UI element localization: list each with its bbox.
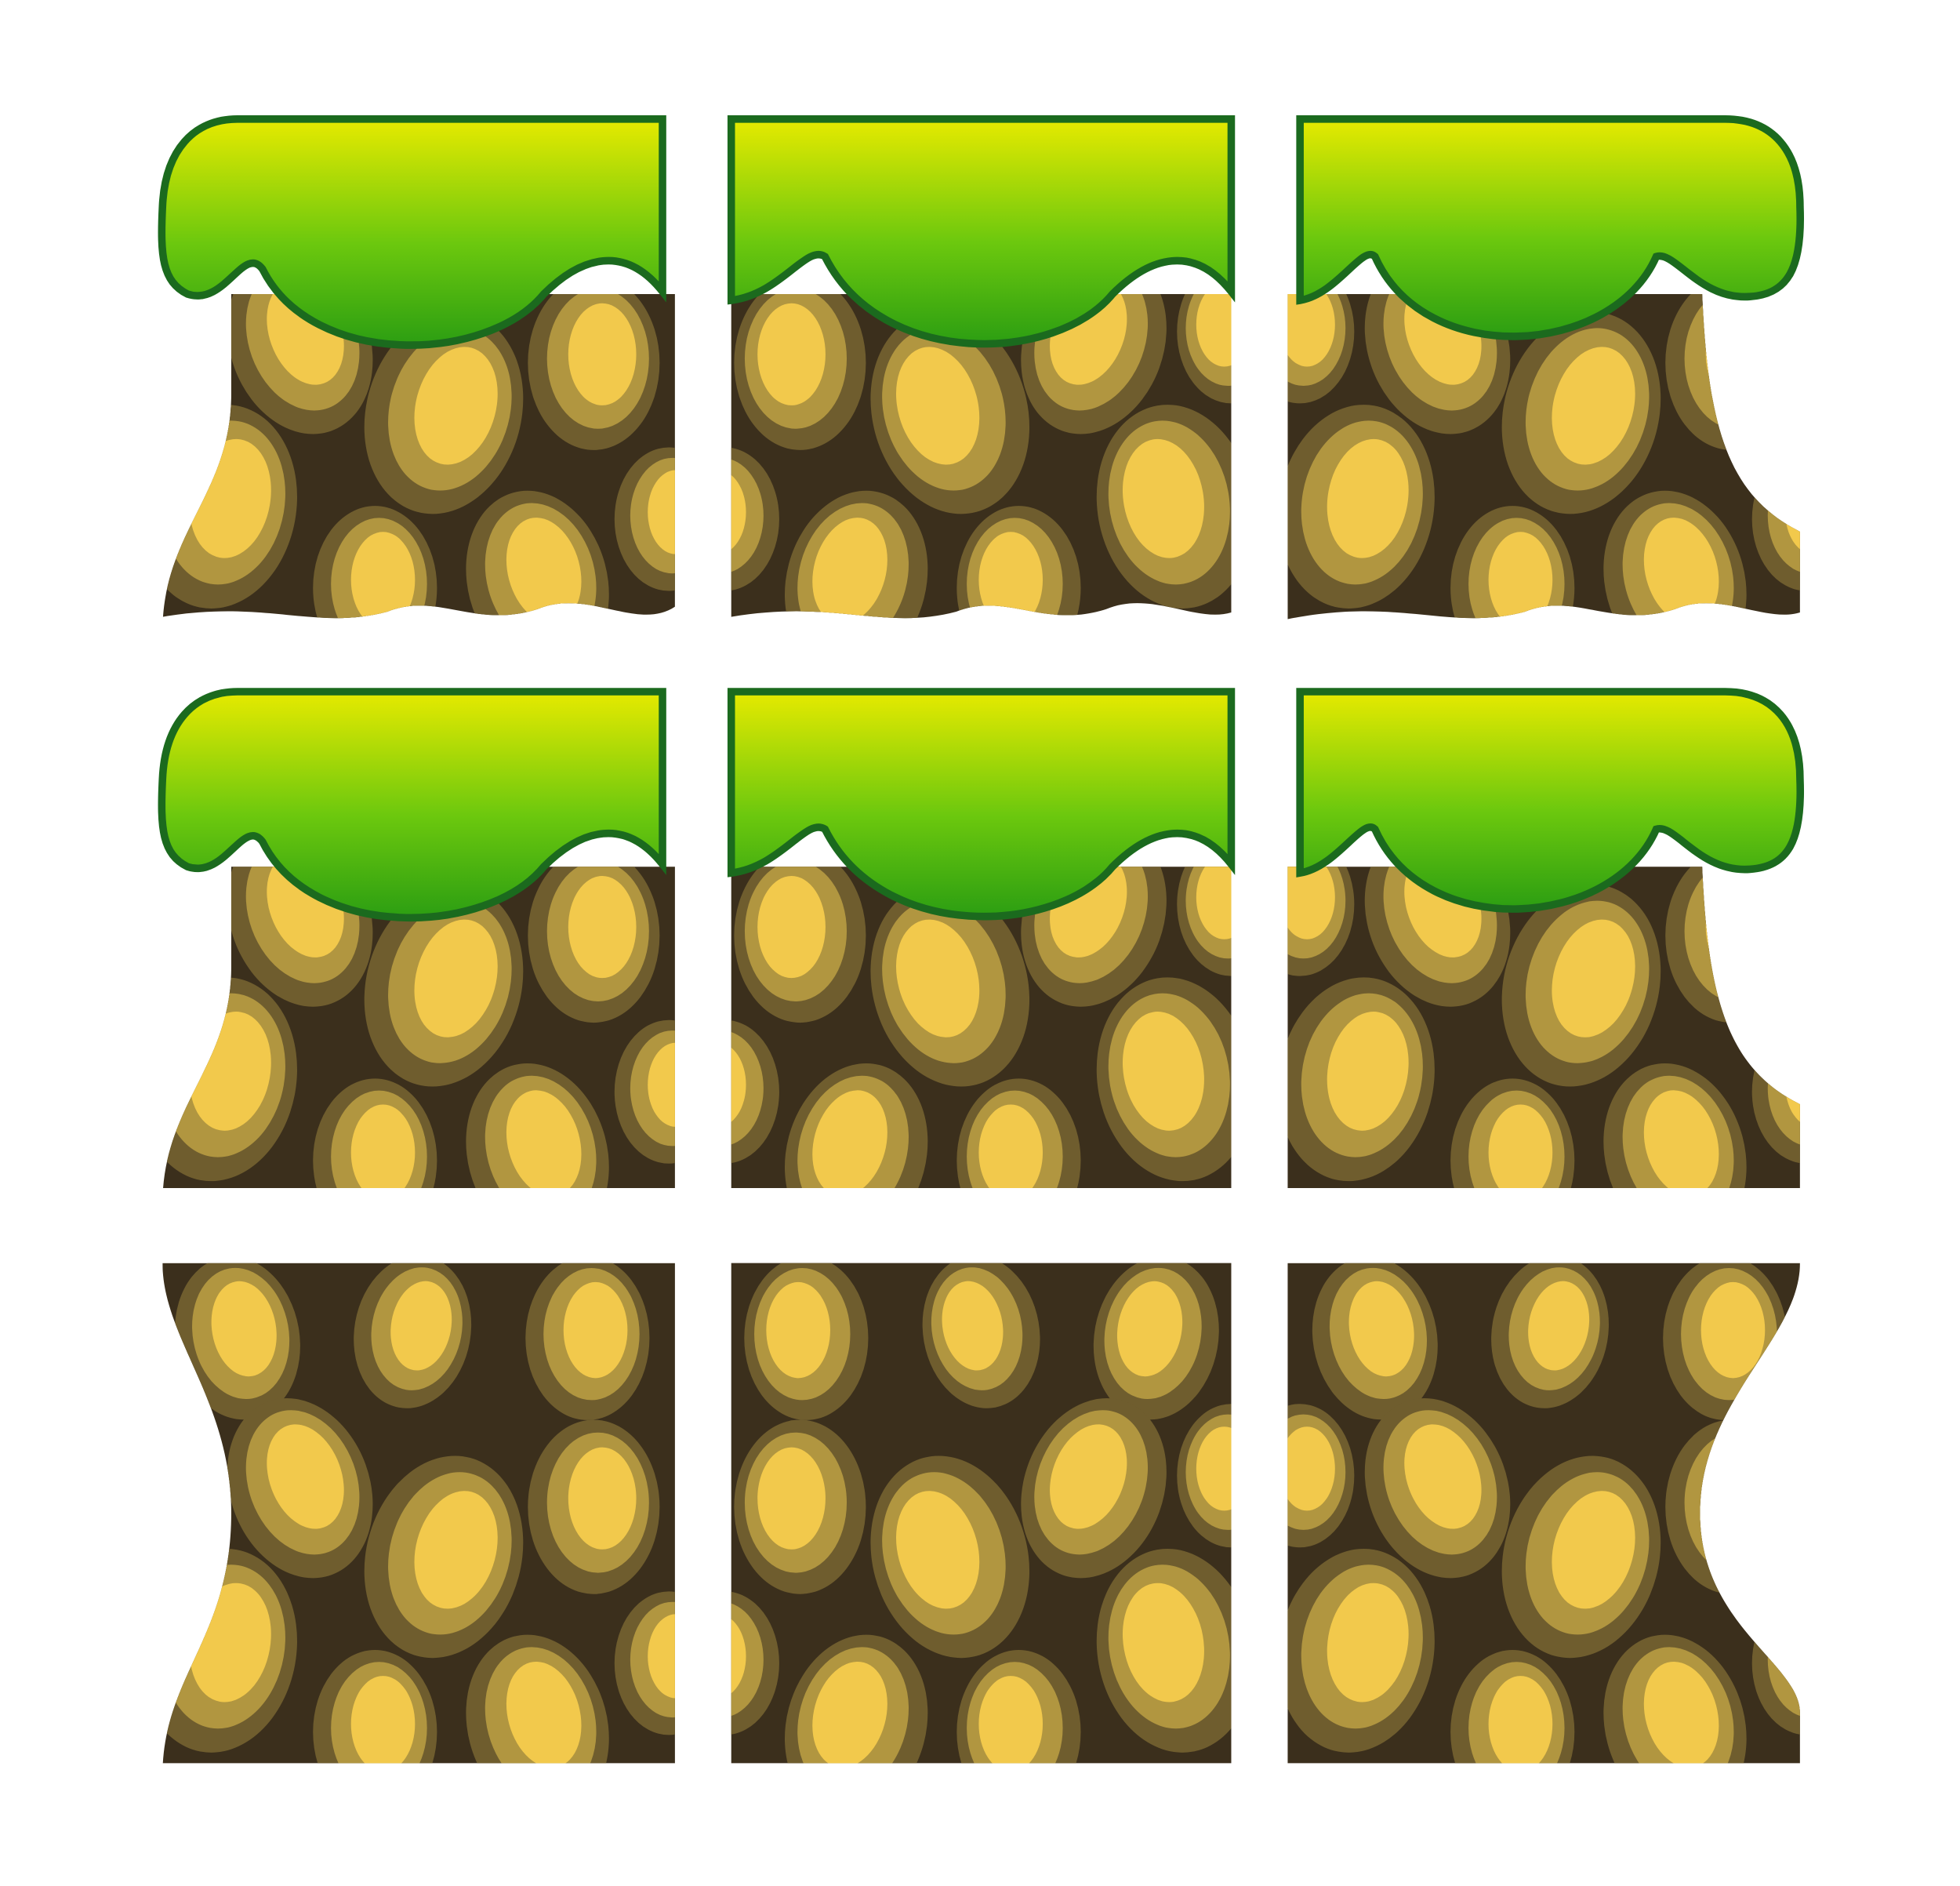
tile-bottom-center [671, 1246, 1286, 1833]
tile-bottom-left [108, 1246, 723, 1833]
tile-top-center [671, 102, 1286, 689]
tile-mid-left [108, 674, 723, 1261]
tile-mid-right [1246, 674, 1860, 1261]
tile-mid-center [671, 674, 1286, 1261]
dirt [1246, 1246, 1860, 1833]
dirt [671, 1246, 1286, 1833]
tile-top-left [108, 102, 723, 689]
tile-bottom-right [1246, 1246, 1860, 1833]
dirt [108, 1246, 723, 1833]
tile-top-right [1246, 102, 1860, 689]
